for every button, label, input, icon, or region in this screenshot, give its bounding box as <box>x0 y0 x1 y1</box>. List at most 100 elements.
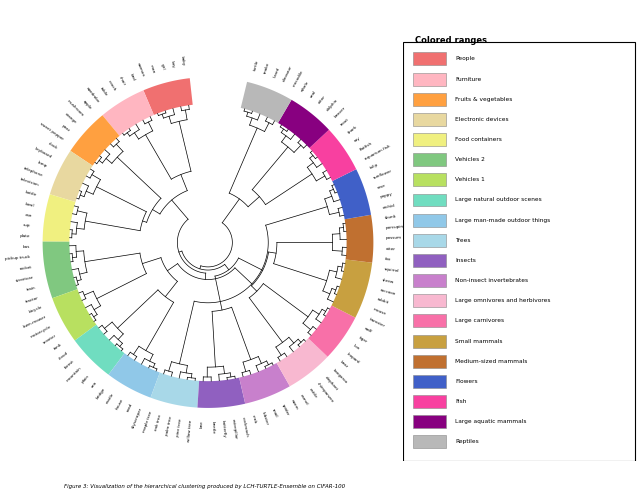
Bar <box>413 274 446 287</box>
Text: tractor: tractor <box>25 295 39 304</box>
Polygon shape <box>43 242 77 298</box>
Bar <box>413 214 446 226</box>
Text: spider: spider <box>280 403 289 416</box>
Text: motorcycle: motorcycle <box>29 324 52 339</box>
Bar <box>413 153 446 166</box>
Text: man: man <box>148 64 155 74</box>
Text: woman: woman <box>136 62 145 77</box>
Bar <box>413 52 446 65</box>
Text: train: train <box>26 286 36 292</box>
FancyBboxPatch shape <box>403 42 636 461</box>
Text: cup: cup <box>23 223 31 228</box>
Text: rocket: rocket <box>19 266 32 271</box>
Text: dolphin: dolphin <box>326 98 339 112</box>
Text: bus: bus <box>22 245 30 249</box>
Polygon shape <box>50 151 93 202</box>
Text: crocodile: crocodile <box>292 69 304 87</box>
Text: Reptiles: Reptiles <box>455 440 479 444</box>
Text: television: television <box>20 177 40 188</box>
Text: apple: apple <box>81 99 92 110</box>
Text: scooter: scooter <box>42 333 57 345</box>
Text: Large omnivores and herbivores: Large omnivores and herbivores <box>455 298 551 303</box>
Text: Trees: Trees <box>455 238 471 243</box>
Text: wardrobe: wardrobe <box>85 86 100 103</box>
Text: Large carnivores: Large carnivores <box>455 318 504 323</box>
Text: sea: sea <box>91 380 99 388</box>
Text: palm tree: palm tree <box>165 416 173 437</box>
Text: Furniture: Furniture <box>455 76 481 81</box>
Text: can: can <box>24 213 33 218</box>
Text: pickup truck: pickup truck <box>5 255 31 261</box>
Text: Colored ranges: Colored ranges <box>415 36 487 45</box>
Text: poppy: poppy <box>380 192 393 199</box>
Text: plate: plate <box>20 234 30 238</box>
Text: Large natural outdoor scenes: Large natural outdoor scenes <box>455 197 542 202</box>
Polygon shape <box>344 215 373 263</box>
Text: willow tree: willow tree <box>188 419 193 442</box>
Text: chair: chair <box>118 75 126 86</box>
Text: orange: orange <box>63 112 77 125</box>
Polygon shape <box>332 169 371 220</box>
Text: telephone: telephone <box>23 166 44 178</box>
Polygon shape <box>276 338 328 386</box>
Text: squirrel: squirrel <box>383 268 399 273</box>
Polygon shape <box>43 194 76 242</box>
Text: Electronic devices: Electronic devices <box>455 117 509 122</box>
Text: kangaroo: kangaroo <box>332 368 348 384</box>
Polygon shape <box>70 115 120 166</box>
Polygon shape <box>241 82 291 123</box>
Bar <box>413 294 446 307</box>
Text: cloud: cloud <box>58 350 69 361</box>
Text: dinosaur: dinosaur <box>282 65 294 82</box>
Polygon shape <box>309 130 356 181</box>
Text: skunk: skunk <box>384 214 396 220</box>
Text: Flowers: Flowers <box>455 379 478 384</box>
Bar <box>413 254 446 267</box>
Bar <box>413 173 446 186</box>
Text: worm: worm <box>290 399 299 411</box>
Text: trout: trout <box>340 117 351 126</box>
Text: Small mammals: Small mammals <box>455 339 503 343</box>
Text: snail: snail <box>271 408 278 418</box>
Text: pine tree: pine tree <box>177 418 183 437</box>
Bar <box>413 315 446 327</box>
Bar <box>413 113 446 126</box>
Text: Medium-sized mammals: Medium-sized mammals <box>455 359 527 364</box>
Text: porcupine: porcupine <box>385 224 406 230</box>
Text: couch: couch <box>108 79 117 92</box>
Polygon shape <box>150 372 199 408</box>
Bar <box>413 395 446 408</box>
Bar <box>413 73 446 86</box>
Text: bear: bear <box>339 360 349 369</box>
Text: road: road <box>126 403 134 413</box>
Text: rose: rose <box>377 183 386 190</box>
Text: bee: bee <box>200 420 204 428</box>
Bar <box>413 415 446 428</box>
Text: shrew: shrew <box>381 278 394 284</box>
Text: Insects: Insects <box>455 258 476 263</box>
Text: Food containers: Food containers <box>455 137 502 142</box>
Text: leopard: leopard <box>346 352 360 365</box>
Text: streetcar: streetcar <box>15 275 34 283</box>
Text: bicycle: bicycle <box>28 305 43 315</box>
Text: castle: castle <box>106 392 115 405</box>
Bar <box>413 436 446 448</box>
Text: bridge: bridge <box>96 387 107 400</box>
Text: girl: girl <box>159 64 165 71</box>
Text: Fish: Fish <box>455 399 467 404</box>
Polygon shape <box>197 378 245 408</box>
Text: lawn-mower: lawn-mower <box>22 315 47 329</box>
Text: tulip: tulip <box>369 163 379 170</box>
Text: aquarium fish: aquarium fish <box>364 144 391 161</box>
Text: raccoon: raccoon <box>379 288 396 296</box>
Text: beetle: beetle <box>210 420 214 433</box>
Text: tank: tank <box>53 342 63 351</box>
Polygon shape <box>308 305 355 357</box>
Text: house: house <box>115 398 124 411</box>
Text: keyboard: keyboard <box>34 146 52 159</box>
Text: Vehicles 1: Vehicles 1 <box>455 177 485 182</box>
Text: crab: crab <box>251 414 257 424</box>
Text: rabbit: rabbit <box>376 297 389 305</box>
Text: camel: camel <box>299 393 308 406</box>
Text: baby: baby <box>180 56 185 67</box>
